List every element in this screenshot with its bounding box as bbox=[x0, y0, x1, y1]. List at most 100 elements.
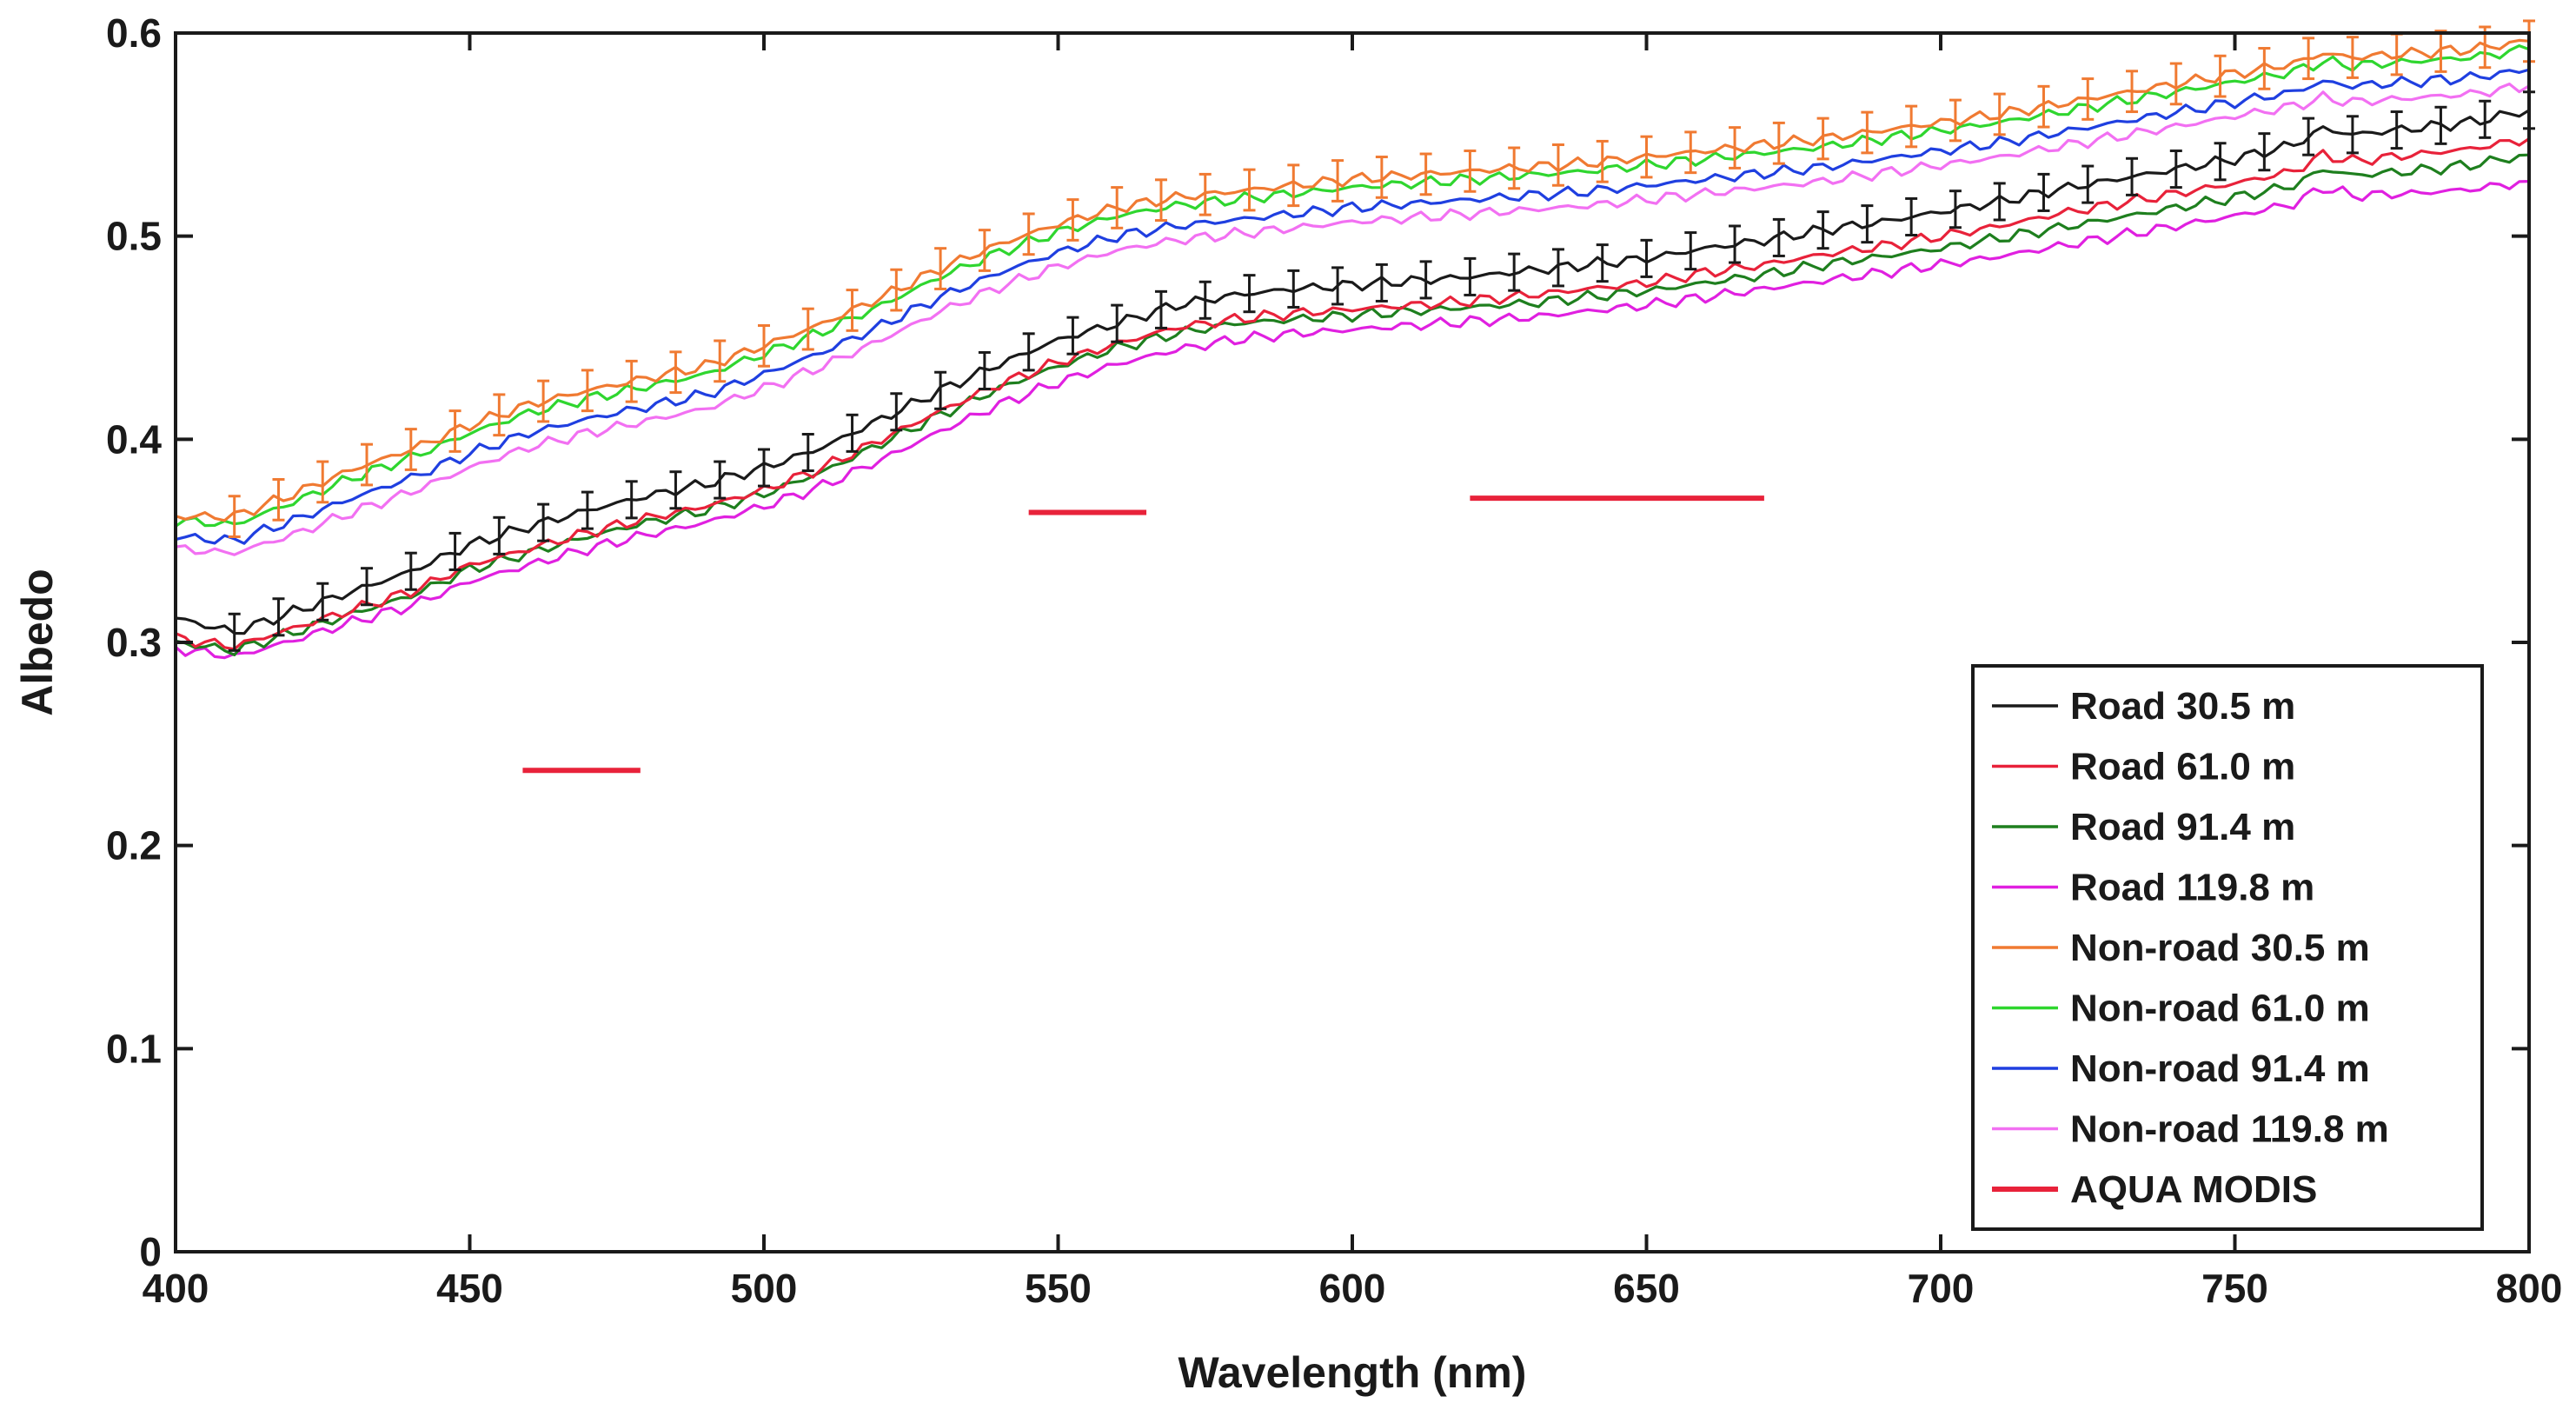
error-bar bbox=[758, 448, 770, 488]
error-bar bbox=[272, 477, 285, 522]
error-bar bbox=[1154, 289, 1167, 329]
error-bar bbox=[448, 531, 461, 571]
error-bar bbox=[581, 369, 594, 413]
error-bar bbox=[1111, 303, 1124, 343]
error-bar bbox=[1419, 260, 1432, 300]
error-bar bbox=[846, 413, 859, 453]
error-bar bbox=[625, 480, 638, 520]
error-bar bbox=[316, 460, 329, 504]
error-bar bbox=[361, 567, 374, 607]
error-bar bbox=[934, 370, 947, 410]
error-bar bbox=[1905, 104, 1918, 149]
series-line-non-road-119-8-m bbox=[175, 83, 2530, 556]
series-line-non-road-30-5-m bbox=[175, 38, 2530, 522]
y-tick-label: 0.2 bbox=[106, 823, 162, 868]
error-bar bbox=[2126, 156, 2139, 196]
error-bar bbox=[1596, 243, 1609, 283]
error-bar bbox=[1993, 92, 2006, 136]
legend-label-aqua-modis: AQUA MODIS bbox=[2070, 1168, 2317, 1211]
error-bar bbox=[1287, 163, 1300, 208]
legend-label-road-30-5-m: Road 30.5 m bbox=[2070, 685, 2295, 728]
error-bar bbox=[1684, 130, 1697, 175]
error-bar bbox=[1684, 231, 1697, 271]
error-bar bbox=[1508, 146, 1521, 190]
error-bar bbox=[1949, 190, 1962, 229]
error-bar bbox=[1640, 135, 1653, 179]
error-bar bbox=[1816, 210, 1829, 250]
y-tick-label: 0.3 bbox=[106, 620, 162, 665]
plot-layer bbox=[174, 19, 2535, 774]
error-bar bbox=[1022, 332, 1035, 372]
axes-layer: 400 450 500 550 600 650 700 750 800 0 0.1 0.2 0.3 0.4… bbox=[13, 10, 2562, 1397]
error-bar bbox=[669, 350, 682, 395]
error-bar bbox=[2258, 132, 2271, 172]
series-line-road-119-8-m bbox=[174, 180, 2530, 660]
error-bar bbox=[2434, 105, 2447, 145]
error-bar bbox=[448, 409, 461, 453]
error-bar bbox=[1243, 274, 1256, 314]
error-bar bbox=[890, 392, 903, 432]
legend: Road 30.5 m Road 61.0 m Road 91.4 m Road 11… bbox=[1971, 664, 2484, 1231]
error-bar bbox=[1198, 172, 1212, 216]
error-bar bbox=[1729, 224, 1742, 264]
error-bar bbox=[2037, 84, 2050, 129]
y-tick-label: 0 bbox=[139, 1229, 162, 1274]
error-bar bbox=[361, 442, 374, 487]
error-bar bbox=[2169, 62, 2182, 106]
error-bar bbox=[2346, 36, 2359, 79]
x-tick-label: 750 bbox=[2201, 1266, 2268, 1311]
error-bar bbox=[2258, 47, 2271, 90]
error-bar bbox=[2434, 30, 2447, 73]
error-bar bbox=[2346, 115, 2359, 155]
error-bar bbox=[714, 460, 727, 500]
error-bar bbox=[669, 470, 682, 510]
error-bar bbox=[581, 490, 594, 530]
error-bar bbox=[846, 289, 859, 332]
series-line-road-61-0-m bbox=[175, 137, 2530, 651]
error-bar bbox=[1287, 269, 1300, 309]
y-tick-label: 0.5 bbox=[106, 214, 162, 259]
error-bar bbox=[228, 495, 241, 538]
error-bar bbox=[2390, 32, 2403, 76]
legend-label-non-road-61-0-m: Non-road 61.0 m bbox=[2070, 987, 2370, 1030]
error-bar bbox=[493, 515, 506, 555]
error-bar bbox=[801, 432, 814, 473]
error-bar bbox=[978, 350, 991, 391]
error-bar bbox=[1861, 110, 1874, 155]
error-bar bbox=[1508, 252, 1521, 292]
error-bar bbox=[934, 247, 947, 290]
error-bar bbox=[758, 323, 770, 368]
error-bar bbox=[1905, 196, 1918, 236]
y-axis-label: Albedo bbox=[13, 569, 62, 715]
error-bar bbox=[1375, 156, 1388, 199]
legend-label-road-91-4-m: Road 91.4 m bbox=[2070, 806, 2295, 848]
x-tick-label: 700 bbox=[1908, 1266, 1975, 1311]
y-tick-label: 0.4 bbox=[106, 416, 162, 462]
error-bar bbox=[537, 502, 550, 542]
legend-label-road-61-0-m: Road 61.0 m bbox=[2070, 746, 2295, 788]
y-tick-label: 0.1 bbox=[106, 1026, 162, 1071]
error-bar bbox=[1375, 263, 1388, 303]
error-bar bbox=[890, 268, 903, 312]
error-bar bbox=[801, 307, 814, 351]
error-bar bbox=[2081, 77, 2095, 121]
error-bar bbox=[404, 551, 417, 591]
error-bar bbox=[2214, 142, 2227, 182]
error-bar bbox=[1066, 198, 1079, 242]
legend-label-non-road-30-5-m: Non-road 30.5 m bbox=[2070, 927, 2370, 969]
error-bar bbox=[625, 359, 638, 403]
error-bar bbox=[1022, 212, 1035, 256]
x-tick-label: 800 bbox=[2496, 1266, 2563, 1311]
x-axis-label: Wavelength (nm) bbox=[1178, 1348, 1527, 1397]
x-tick-label: 650 bbox=[1613, 1266, 1680, 1311]
error-bar bbox=[316, 582, 329, 622]
error-bar bbox=[537, 379, 550, 423]
series-line-non-road-91-4-m bbox=[175, 68, 2530, 545]
error-bar bbox=[714, 339, 727, 383]
error-bar bbox=[2214, 54, 2227, 98]
error-bar bbox=[1464, 256, 1477, 296]
legend-label-road-119-8-m: Road 119.8 m bbox=[2070, 867, 2314, 909]
x-tick-label: 500 bbox=[731, 1266, 798, 1311]
error-bar bbox=[1861, 204, 1874, 244]
